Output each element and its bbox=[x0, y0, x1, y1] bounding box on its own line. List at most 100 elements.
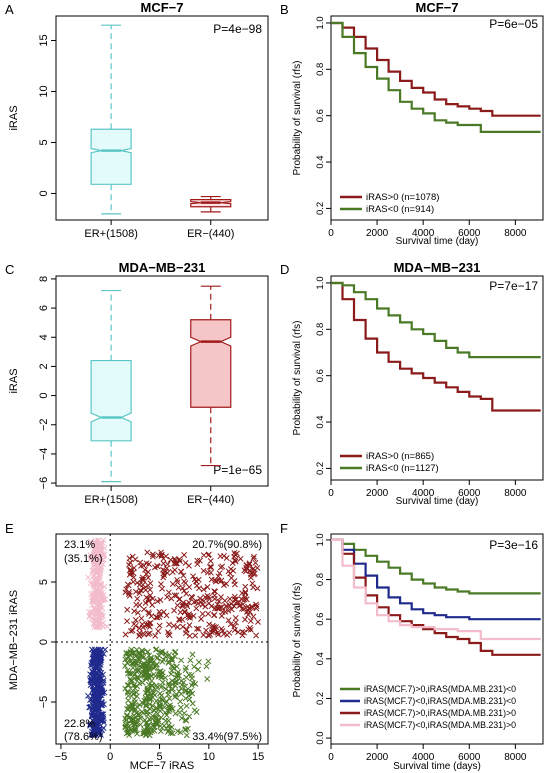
y-tick-label: 0.6 bbox=[315, 369, 326, 382]
y-tick-label: 10 bbox=[38, 85, 50, 97]
legend-label-dark-red: iRAS(MCF.7)>0,iRAS(MDA.MB.231)>0 bbox=[364, 708, 516, 718]
y-tick-label: 5 bbox=[38, 579, 50, 585]
legend-label-green: iRAS(MCF.7)>0,iRAS(MDA.MB.231)<0 bbox=[364, 684, 516, 694]
survival-curve bbox=[331, 281, 541, 412]
survival-curve bbox=[331, 21, 541, 133]
notched-box bbox=[190, 319, 232, 408]
x-tick-label: 4000 bbox=[412, 228, 435, 239]
scatter-points bbox=[85, 646, 109, 739]
y-tick-label: −6 bbox=[38, 477, 50, 490]
notched-box bbox=[90, 359, 132, 442]
scatter-points bbox=[122, 549, 261, 639]
y-axis-label: iRAS bbox=[8, 368, 20, 393]
quadrant-label-bottom-right: 33.4%(97.5%) bbox=[192, 731, 262, 743]
y-tick-label: 2 bbox=[38, 363, 50, 369]
y-tick-label: 0.6 bbox=[315, 613, 326, 626]
chart-title: MDA−MB−231 bbox=[394, 260, 481, 275]
panel-letter-c: C bbox=[5, 262, 14, 277]
chart-title: MCF−7 bbox=[416, 0, 459, 15]
survival-curve bbox=[331, 21, 541, 117]
chart-title: MCF−7 bbox=[141, 0, 184, 15]
x-tick-label: 10 bbox=[203, 751, 215, 763]
p-value-label: P=4e−98 bbox=[213, 22, 262, 36]
legend-label-iras-neg: iRAS<0 (n=914) bbox=[366, 204, 434, 215]
y-tick-label: 0.2 bbox=[315, 202, 326, 215]
quadrant-sublabel-bottom-left: (78.6%) bbox=[64, 731, 103, 743]
scatter-points bbox=[122, 646, 212, 739]
y-tick-label: 0.4 bbox=[315, 415, 326, 428]
y-axis-label: Probability of survival (rfs) bbox=[292, 60, 303, 175]
p-value-label: P=6e−05 bbox=[489, 17, 538, 31]
x-tick-label: 6000 bbox=[458, 752, 481, 763]
y-tick-label: 15 bbox=[38, 34, 50, 46]
x-tick-label: 0 bbox=[328, 228, 334, 239]
y-axis-label: Probability of survival (rfs) bbox=[292, 320, 303, 435]
category-label: ER−(440) bbox=[187, 494, 234, 506]
survival-curve bbox=[331, 538, 541, 595]
x-tick-label: 2000 bbox=[366, 752, 389, 763]
panel-letter-b: B bbox=[280, 2, 289, 17]
x-axis-label: Survival time (day) bbox=[396, 496, 479, 507]
x-axis-label: Survival time (day) bbox=[396, 236, 479, 247]
legend-label-iras-neg: iRAS<0 (n=1127) bbox=[366, 463, 439, 474]
panel-letter-e: E bbox=[5, 521, 14, 536]
x-tick-label: 2000 bbox=[366, 228, 389, 239]
legend-label-navy: iRAS(MCF.7)<0,iRAS(MDA.MB.231)<0 bbox=[364, 696, 516, 706]
y-tick-label: 0.8 bbox=[315, 573, 326, 586]
legend: iRAS(MCF.7)>0,iRAS(MDA.MB.231)<0 iRAS(MC… bbox=[340, 684, 516, 730]
y-tick-label: 4 bbox=[38, 334, 50, 340]
legend-label-iras-pos: iRAS>0 (n=865) bbox=[366, 451, 434, 462]
panel-letter-f: F bbox=[280, 521, 288, 536]
y-axis-label: Probability of survival (rfs) bbox=[292, 582, 303, 697]
x-tick-label: 0 bbox=[328, 488, 334, 499]
survival-curve bbox=[331, 281, 541, 359]
plot-frame bbox=[55, 275, 269, 487]
legend-label-iras-pos: iRAS>0 (n=1078) bbox=[366, 192, 439, 203]
y-tick-label: 5 bbox=[38, 139, 50, 145]
y-tick-label: 1.0 bbox=[315, 533, 326, 546]
survival-curve bbox=[331, 538, 541, 641]
x-tick-label: 8000 bbox=[504, 752, 527, 763]
panel-e-scatter: MDA−MB−231 iRAS MCF−7 iRAS −5 0 5 10 15−505 … bbox=[8, 533, 269, 772]
legend-label-pink: iRAS(MCF.7)<0,iRAS(MDA.MB.231)>0 bbox=[364, 720, 516, 730]
x-tick-label: 4000 bbox=[412, 488, 435, 499]
y-tick-label: 0.0 bbox=[315, 731, 326, 744]
scatter-points bbox=[85, 537, 110, 631]
panel-c-boxplot: MDA−MB−231 P=1e−65 iRAS −6 −4 −2 0 2 4 6 8 ER+(… bbox=[8, 260, 269, 506]
x-tick-label: 0 bbox=[107, 751, 113, 763]
chart-title: MDA−MB−231 bbox=[119, 260, 206, 275]
x-tick-label: 4000 bbox=[412, 752, 435, 763]
plot-frame bbox=[330, 275, 544, 481]
x-axis-label: Survival time (days) bbox=[393, 761, 481, 772]
x-axis-label: MCF−7 iRAS bbox=[130, 760, 195, 772]
legend: iRAS>0 (n=865) iRAS<0 (n=1127) bbox=[340, 451, 439, 474]
x-tick-label: 8000 bbox=[504, 488, 527, 499]
y-tick-label: 0.4 bbox=[315, 652, 326, 665]
y-axis-label: iRAS bbox=[8, 105, 20, 130]
p-value-label: P=3e−16 bbox=[489, 538, 538, 552]
y-tick-label: 0 bbox=[38, 639, 50, 645]
x-tick-label: 2000 bbox=[366, 488, 389, 499]
quadrant-label-bottom-left: 22.8% bbox=[64, 718, 95, 730]
quadrant-sublabel-top-left: (35.1%) bbox=[64, 553, 103, 565]
y-tick-label: 0 bbox=[38, 393, 50, 399]
panel-a-boxplot: MCF−7 P=4e−98 iRAS 0 5 10 15 ER+(1508) ER−(4… bbox=[8, 0, 269, 240]
panel-f-survival: P=3e−16 Probability of survival (rfs) Su… bbox=[292, 533, 544, 772]
quadrant-label-top-right: 20.7%(90.8%) bbox=[192, 539, 262, 551]
plot-frame bbox=[55, 533, 269, 745]
y-tick-label: 1.0 bbox=[315, 16, 326, 29]
category-label: ER+(1508) bbox=[84, 228, 138, 240]
y-tick-label: −2 bbox=[38, 418, 50, 431]
panel-letter-d: D bbox=[280, 262, 289, 277]
panel-d-survival: MDA−MB−231 P=7e−17 Probability of surviv… bbox=[292, 260, 544, 507]
y-tick-label: 6 bbox=[38, 305, 50, 311]
y-tick-label: 1.0 bbox=[315, 276, 326, 289]
category-label: ER−(440) bbox=[187, 228, 234, 240]
p-value-label: P=7e−17 bbox=[489, 279, 538, 293]
x-tick-label: 5 bbox=[156, 751, 162, 763]
y-tick-label: 0.2 bbox=[315, 462, 326, 475]
y-tick-label: 0.6 bbox=[315, 109, 326, 122]
y-tick-label: −5 bbox=[38, 696, 50, 709]
plot-frame bbox=[330, 15, 544, 221]
